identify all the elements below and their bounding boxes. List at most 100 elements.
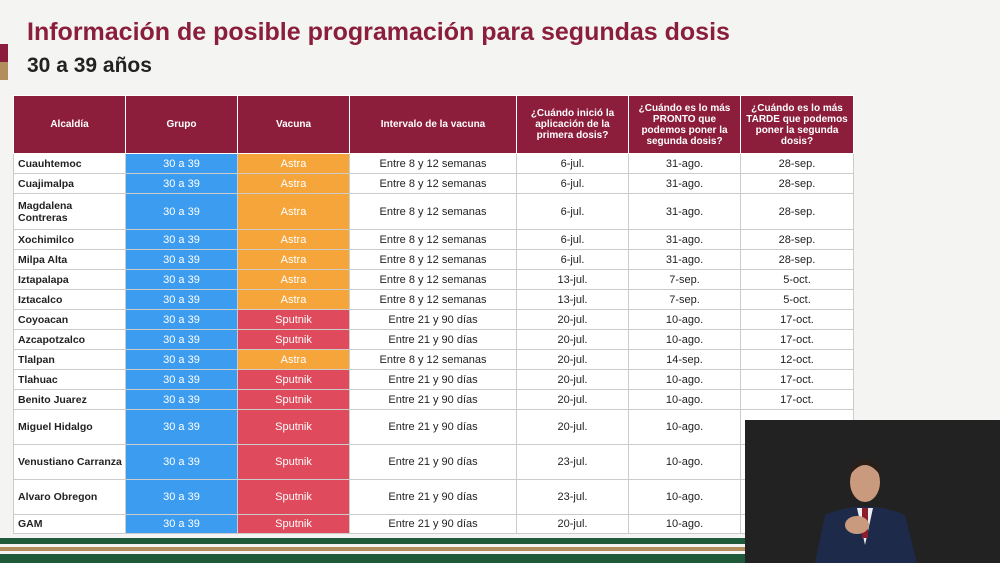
column-header: Alcaldía [13,95,126,154]
table-cell: Iztapalapa [13,269,126,290]
table-row: GAM 30 a 39 Sputnik Entre 21 y 90 días 20-ju… [13,514,854,534]
table-cell: 20-jul. [516,349,629,370]
table-cell: Entre 8 y 12 semanas [349,349,517,370]
table-cell: Entre 8 y 12 semanas [349,289,517,310]
column-header: Intervalo de la vacuna [349,95,517,154]
table-row: Iztacalco 30 a 39 Astra Entre 8 y 12 semana… [13,289,854,310]
table-cell: 23-jul. [516,479,629,515]
table-cell: Entre 21 y 90 días [349,514,517,534]
table-cell: 30 a 39 [125,409,238,445]
table-cell: 20-jul. [516,309,629,330]
table-cell: 14-sep. [628,349,741,370]
column-header: ¿Cuándo es lo más PRONTO que podemos pon… [628,95,741,154]
table-cell: Entre 8 y 12 semanas [349,173,517,194]
accent-bar [0,44,8,80]
table-row: Miguel Hidalgo 30 a 39 Sputnik Entre 21 y 9… [13,409,854,445]
table-cell: 30 a 39 [125,329,238,350]
subtitle: 30 a 39 años [27,54,152,77]
table-cell: 10-ago. [628,444,741,480]
table-cell: Sputnik [237,514,350,534]
table-cell: Sputnik [237,389,350,410]
table-cell: 5-oct. [740,289,854,310]
table-row: Benito Juarez 30 a 39 Sputnik Entre 21 y 90… [13,389,854,410]
table-cell: Tlahuac [13,369,126,390]
table-row: Azcapotzalco 30 a 39 Sputnik Entre 21 y 90 … [13,329,854,350]
table-row: Cuajimalpa 30 a 39 Astra Entre 8 y 12 seman… [13,173,854,194]
table-cell: 30 a 39 [125,229,238,250]
column-header: Vacuna [237,95,350,154]
table-cell: Astra [237,153,350,174]
table-cell: Cuajimalpa [13,173,126,194]
table-cell: 30 a 39 [125,193,238,230]
table-cell: 31-ago. [628,249,741,270]
table-cell: 10-ago. [628,369,741,390]
table-cell: 28-sep. [740,249,854,270]
table-cell: 31-ago. [628,173,741,194]
table-cell: 17-oct. [740,309,854,330]
table-cell: Astra [237,193,350,230]
table-cell: Miguel Hidalgo [13,409,126,445]
table-row: Alvaro Obregon 30 a 39 Sputnik Entre 21 y 9… [13,479,854,515]
table-cell: 30 a 39 [125,249,238,270]
table-cell: Entre 8 y 12 semanas [349,269,517,290]
table-cell: 28-sep. [740,193,854,230]
table-cell: Entre 21 y 90 días [349,409,517,445]
table-cell: Cuauhtemoc [13,153,126,174]
table-cell: Sputnik [237,479,350,515]
table-cell: Entre 8 y 12 semanas [349,229,517,250]
table-cell: 13-jul. [516,269,629,290]
table-cell: 10-ago. [628,479,741,515]
table-cell: Astra [237,249,350,270]
table-cell: 20-jul. [516,514,629,534]
table-cell: 20-jul. [516,409,629,445]
table-cell: Alvaro Obregon [13,479,126,515]
table-row: Tlahuac 30 a 39 Sputnik Entre 21 y 90 días 2… [13,369,854,390]
table-cell: 10-ago. [628,329,741,350]
table-cell: 30 a 39 [125,479,238,515]
table-cell: Sputnik [237,444,350,480]
table-cell: Sputnik [237,309,350,330]
table-cell: 17-oct. [740,389,854,410]
table-cell: 6-jul. [516,153,629,174]
table-cell: 17-oct. [740,369,854,390]
table-cell: Azcapotzalco [13,329,126,350]
table-cell: 7-sep. [628,269,741,290]
table-cell: Magdalena Contreras [13,193,126,230]
table-cell: Entre 21 y 90 días [349,389,517,410]
schedule-table: Alcaldía Grupo Vacuna Intervalo de la vacun… [13,95,854,534]
table-cell: 10-ago. [628,409,741,445]
table-cell: GAM [13,514,126,534]
table-cell: 20-jul. [516,329,629,350]
table-cell: 20-jul. [516,389,629,410]
table-cell: Astra [237,289,350,310]
table-cell: Venustiano Carranza [13,444,126,480]
table-cell: Astra [237,349,350,370]
table-cell: 30 a 39 [125,153,238,174]
table-cell: Entre 8 y 12 semanas [349,153,517,174]
table-row: Cuauhtemoc 30 a 39 Astra Entre 8 y 12 seman… [13,153,854,174]
table-cell: Tlalpan [13,349,126,370]
table-cell: 10-ago. [628,309,741,330]
table-cell: 10-ago. [628,389,741,410]
table-cell: Astra [237,269,350,290]
interpreter-video [745,420,1000,563]
table-cell: 6-jul. [516,229,629,250]
table-cell: Sputnik [237,409,350,445]
table-cell: Astra [237,229,350,250]
table-cell: 13-jul. [516,289,629,310]
table-cell: 6-jul. [516,193,629,230]
table-cell: 28-sep. [740,229,854,250]
table-cell: Entre 21 y 90 días [349,479,517,515]
table-cell: Sputnik [237,369,350,390]
table-cell: Milpa Alta [13,249,126,270]
table-cell: 31-ago. [628,153,741,174]
table-cell: 30 a 39 [125,444,238,480]
table-cell: 30 a 39 [125,369,238,390]
title: Información de posible programación para… [27,18,730,46]
table-cell: 23-jul. [516,444,629,480]
table-cell: 28-sep. [740,173,854,194]
table-cell: Benito Juarez [13,389,126,410]
table-cell: 30 a 39 [125,389,238,410]
table-cell: Entre 21 y 90 días [349,369,517,390]
